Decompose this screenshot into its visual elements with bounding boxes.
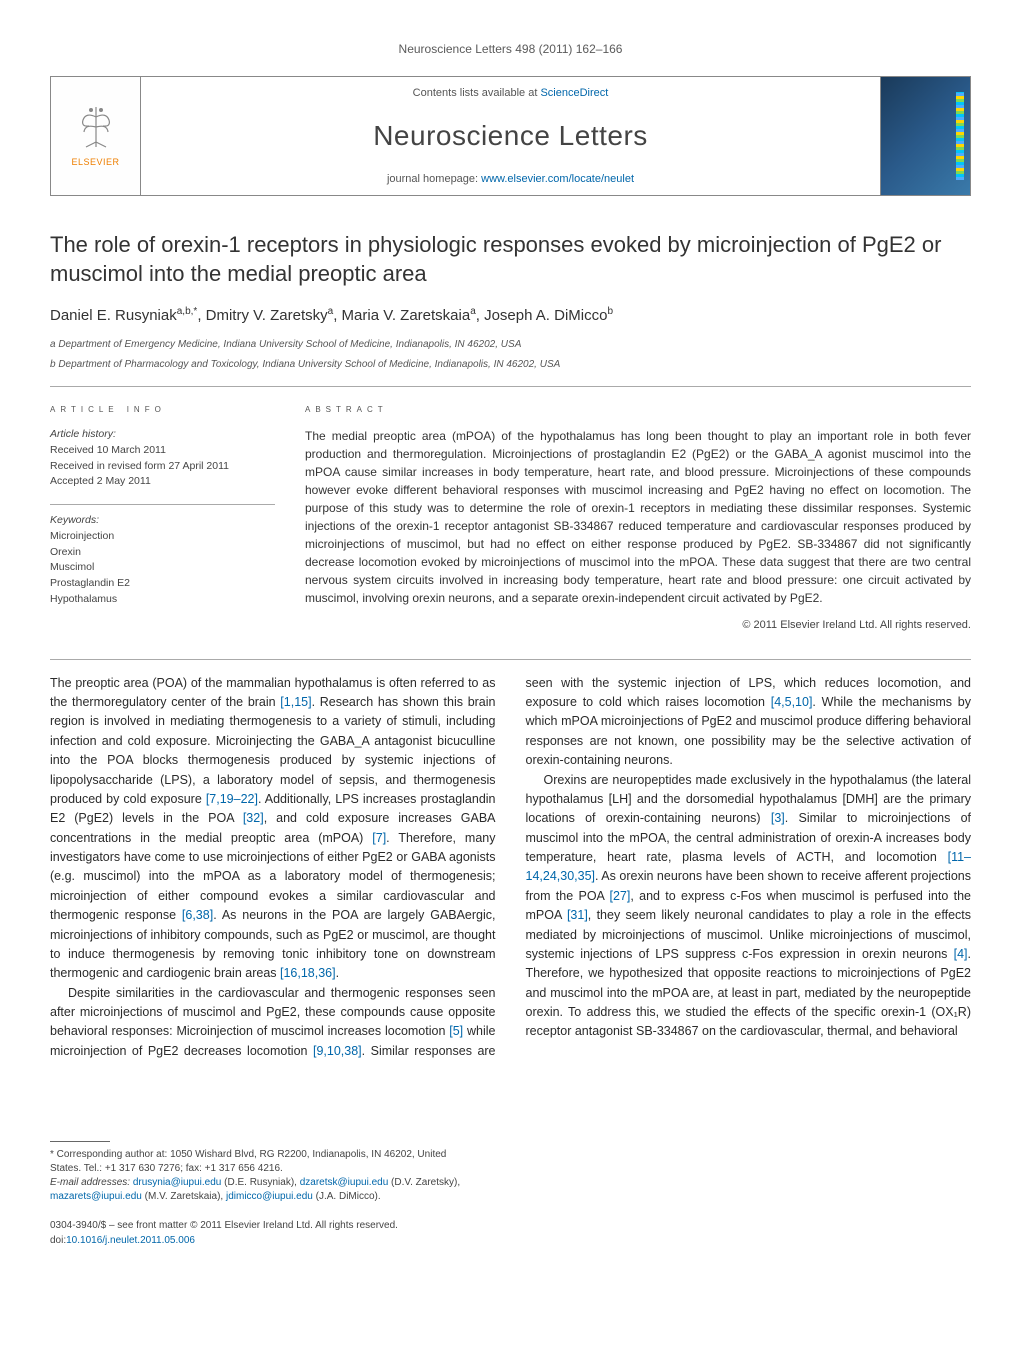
keyword: Microinjection bbox=[50, 529, 275, 545]
elsevier-tree-icon bbox=[71, 102, 121, 152]
keywords-block: Keywords: Microinjection Orexin Muscimol… bbox=[50, 513, 275, 608]
contents-prefix: Contents lists available at bbox=[413, 87, 541, 99]
citation-ref[interactable]: [31] bbox=[567, 908, 588, 922]
body-span: . bbox=[336, 966, 339, 980]
citation-ref[interactable]: [4,5,10] bbox=[771, 695, 813, 709]
abstract-text: The medial preoptic area (mPOA) of the h… bbox=[305, 427, 971, 607]
history-received: Received 10 March 2011 bbox=[50, 443, 275, 459]
keyword: Hypothalamus bbox=[50, 592, 275, 608]
affiliation-b: b Department of Pharmacology and Toxicol… bbox=[50, 358, 971, 372]
body-text: The preoptic area (POA) of the mammalian… bbox=[50, 674, 971, 1062]
article-history: Article history: Received 10 March 2011 … bbox=[50, 427, 275, 490]
footnote-separator bbox=[50, 1141, 110, 1142]
elsevier-logo: ELSEVIER bbox=[51, 77, 141, 195]
email-name: (D.V. Zaretsky), bbox=[388, 1177, 460, 1188]
body-span: Despite similarities in the cardiovascul… bbox=[50, 986, 496, 1039]
header-center: Contents lists available at ScienceDirec… bbox=[141, 77, 880, 195]
citation-ref[interactable]: [27] bbox=[609, 889, 630, 903]
journal-cover-thumbnail bbox=[880, 77, 970, 195]
citation-ref[interactable]: [1,15] bbox=[280, 695, 311, 709]
email-name: (D.E. Rusyniak), bbox=[221, 1177, 299, 1188]
citation-ref[interactable]: [7] bbox=[372, 831, 386, 845]
journal-header-box: ELSEVIER Contents lists available at Sci… bbox=[50, 76, 971, 196]
doi-prefix: doi: bbox=[50, 1235, 66, 1246]
citation-header: Neuroscience Letters 498 (2011) 162–166 bbox=[50, 40, 971, 58]
email-name: (J.A. DiMicco). bbox=[313, 1191, 381, 1202]
homepage-prefix: journal homepage: bbox=[387, 173, 481, 185]
authors-line: Daniel E. Rusyniaka,b,*, Dmitry V. Zaret… bbox=[50, 304, 971, 328]
affiliation-a: a Department of Emergency Medicine, Indi… bbox=[50, 338, 971, 352]
body-span: . Research has shown this brain region i… bbox=[50, 695, 496, 806]
keyword: Orexin bbox=[50, 545, 275, 561]
keywords-list: Microinjection Orexin Muscimol Prostagla… bbox=[50, 529, 275, 608]
corresponding-author: * Corresponding author at: 1050 Wishard … bbox=[50, 1148, 464, 1176]
keyword: Prostaglandin E2 bbox=[50, 576, 275, 592]
copyright-line: © 2011 Elsevier Ireland Ltd. All rights … bbox=[305, 617, 971, 634]
journal-name: Neuroscience Letters bbox=[141, 115, 880, 157]
footnotes: * Corresponding author at: 1050 Wishard … bbox=[50, 1141, 464, 1204]
citation-ref[interactable]: [16,18,36] bbox=[280, 966, 336, 980]
sciencedirect-link[interactable]: ScienceDirect bbox=[540, 87, 608, 99]
email-link[interactable]: drusynia@iupui.edu bbox=[133, 1177, 222, 1188]
keyword: Muscimol bbox=[50, 560, 275, 576]
email-label: E-mail addresses: bbox=[50, 1177, 133, 1188]
citation-ref[interactable]: [7,19–22] bbox=[206, 792, 258, 806]
divider bbox=[50, 386, 971, 387]
body-p1: The preoptic area (POA) of the mammalian… bbox=[50, 674, 496, 984]
doi-line: doi:10.1016/j.neulet.2011.05.006 bbox=[50, 1233, 971, 1248]
elsevier-wordmark: ELSEVIER bbox=[71, 156, 119, 170]
homepage-line: journal homepage: www.elsevier.com/locat… bbox=[141, 171, 880, 188]
email-link[interactable]: jdimicco@iupui.edu bbox=[226, 1191, 313, 1202]
abstract-col: abstract The medial preoptic area (mPOA)… bbox=[305, 401, 971, 634]
history-accepted: Accepted 2 May 2011 bbox=[50, 474, 275, 490]
info-divider bbox=[50, 504, 275, 505]
abstract-heading: abstract bbox=[305, 401, 971, 418]
email-link[interactable]: dzaretsk@iupui.edu bbox=[300, 1177, 389, 1188]
citation-ref[interactable]: [9,10,38] bbox=[313, 1044, 362, 1058]
article-info-heading: article info bbox=[50, 401, 275, 418]
citation-ref[interactable]: [32] bbox=[243, 811, 264, 825]
citation-ref[interactable]: [6,38] bbox=[182, 908, 213, 922]
doi-link[interactable]: 10.1016/j.neulet.2011.05.006 bbox=[66, 1235, 195, 1246]
article-title: The role of orexin-1 receptors in physio… bbox=[50, 231, 971, 288]
doi-block: 0304-3940/$ – see front matter © 2011 El… bbox=[50, 1218, 971, 1248]
homepage-link[interactable]: www.elsevier.com/locate/neulet bbox=[481, 173, 634, 185]
citation-ref[interactable]: [3] bbox=[771, 811, 785, 825]
email-name: (M.V. Zaretskaia), bbox=[142, 1191, 226, 1202]
contents-line: Contents lists available at ScienceDirec… bbox=[141, 85, 880, 102]
history-label: Article history: bbox=[50, 427, 275, 443]
email-addresses: E-mail addresses: drusynia@iupui.edu (D.… bbox=[50, 1176, 464, 1204]
divider bbox=[50, 659, 971, 660]
body-p3: Orexins are neuropeptides made exclusive… bbox=[526, 771, 972, 1042]
front-matter-line: 0304-3940/$ – see front matter © 2011 El… bbox=[50, 1218, 971, 1233]
citation-ref[interactable]: [5] bbox=[449, 1024, 463, 1038]
email-link[interactable]: mazarets@iupui.edu bbox=[50, 1191, 142, 1202]
info-abstract-row: article info Article history: Received 1… bbox=[50, 401, 971, 634]
affiliations: a Department of Emergency Medicine, Indi… bbox=[50, 338, 971, 372]
keywords-label: Keywords: bbox=[50, 513, 275, 529]
citation-text: Neuroscience Letters 498 (2011) 162–166 bbox=[399, 42, 623, 56]
history-revised: Received in revised form 27 April 2011 bbox=[50, 459, 275, 475]
citation-ref[interactable]: [4] bbox=[954, 947, 968, 961]
article-info-col: article info Article history: Received 1… bbox=[50, 401, 275, 634]
body-span: , they seem likely neuronal candidates t… bbox=[526, 908, 972, 961]
